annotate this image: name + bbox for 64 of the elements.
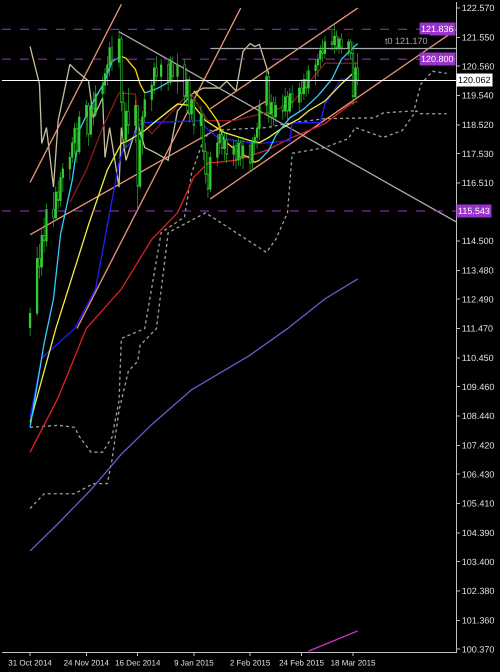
candlestick <box>302 73 306 100</box>
candlestick <box>36 246 38 316</box>
y-tick-label: 107.420 <box>462 440 494 451</box>
y-tick-label: 100.370 <box>462 644 494 654</box>
y-tick-label: 109.460 <box>462 382 494 392</box>
y-tick-label: 117.530 <box>462 148 494 159</box>
candlestick <box>28 307 32 337</box>
ref-line-label: 121.836 <box>421 24 454 34</box>
candlestick <box>272 96 275 126</box>
y-tick-label: 118.520 <box>462 120 494 130</box>
line-series <box>29 278 358 552</box>
candlestick <box>324 36 326 60</box>
candlestick <box>298 82 300 112</box>
y-tick-label: 119.540 <box>462 90 494 101</box>
candlestick <box>284 88 286 118</box>
candlestick <box>251 136 254 170</box>
candlestick <box>160 58 162 92</box>
x-tick-label: 18 Mar 2015 <box>330 658 376 668</box>
candlestick <box>340 32 342 54</box>
candlestick <box>226 134 228 164</box>
y-tick-label: 103.400 <box>462 556 494 567</box>
x-tick-label: 24 Nov 2014 <box>64 658 110 668</box>
candlestick <box>234 140 238 170</box>
candlestick <box>307 64 310 94</box>
candlestick <box>167 58 170 92</box>
y-tick-label: 108.440 <box>462 411 494 422</box>
y-tick-label: 112.490 <box>462 294 494 304</box>
ref-line-label: 115.543 <box>458 206 490 216</box>
x-tick-label: 24 Feb 2015 <box>279 658 325 668</box>
y-tick-label: 105.410 <box>462 498 494 509</box>
y-tick-label: 106.430 <box>462 469 494 480</box>
y-tick-label: 102.380 <box>462 586 494 596</box>
x-tick-label: 16 Dec 2014 <box>115 658 161 668</box>
y-tick-label: 110.450 <box>462 353 494 364</box>
y-tick-label: 111.470 <box>462 324 494 334</box>
y-tick-label: 101.360 <box>462 616 494 626</box>
candlestick <box>240 140 242 166</box>
candlestick <box>237 136 240 166</box>
y-tick-label: 116.510 <box>462 178 494 188</box>
annotation: t0 121.170 <box>385 36 428 46</box>
y-tick-label: 113.480 <box>462 266 494 276</box>
candlestick <box>232 140 235 166</box>
y-tick-label: 121.550 <box>462 32 494 43</box>
line-series <box>29 42 270 188</box>
ref-line-label: 120.062 <box>458 75 491 85</box>
line-series <box>69 62 358 204</box>
candlestick <box>347 38 350 57</box>
candlestick <box>223 131 226 161</box>
y-tick-label: 120.560 <box>462 61 494 72</box>
x-tick-label: 2 Feb 2015 <box>230 658 271 668</box>
candlestick <box>87 102 90 146</box>
y-tick-label: 114.500 <box>462 236 494 246</box>
candlestick <box>274 96 277 123</box>
candlestick <box>176 53 179 94</box>
candlestick <box>172 56 174 83</box>
candlestick <box>333 24 336 54</box>
candlestick <box>242 136 244 170</box>
x-tick-label: 9 Jan 2015 <box>174 658 214 668</box>
ref-line-label: 120.800 <box>421 54 454 64</box>
y-tick-label: 104.390 <box>462 528 494 538</box>
x-tick-label: 31 Oct 2014 <box>8 658 52 668</box>
candlestick <box>286 90 289 120</box>
candlestick <box>352 42 354 106</box>
y-tick-label: 122.570 <box>462 3 494 14</box>
